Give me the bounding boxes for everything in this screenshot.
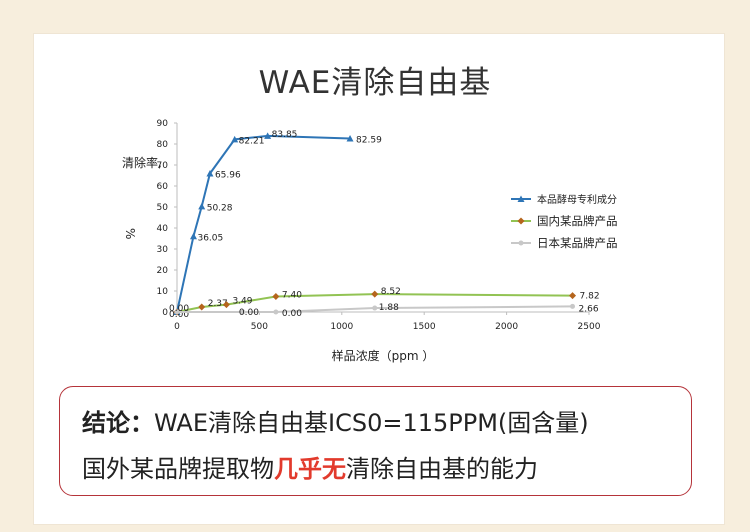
data-point <box>222 301 230 309</box>
data-point <box>198 202 206 210</box>
data-label: 0.00 <box>239 308 259 318</box>
legend-marker <box>518 240 524 246</box>
series-line <box>176 293 573 313</box>
x-tick-label: 2000 <box>495 322 518 332</box>
data-point <box>570 303 576 309</box>
conclusion-line-1: 结论：WAE清除自由基ICS0=115PPM(固含量) <box>82 403 589 438</box>
conclusion-line2-end: 清除自由基的能力 <box>346 455 538 483</box>
data-point <box>189 232 197 240</box>
legend-label: 国内某品牌产品 <box>537 214 618 228</box>
legend-marker <box>517 217 525 225</box>
data-point <box>206 169 214 177</box>
y-tick-label: 0 <box>162 308 168 318</box>
series-line <box>176 134 351 313</box>
data-label: 7.82 <box>580 292 600 302</box>
x-tick-label: 0 <box>174 322 180 332</box>
data-label: 50.28 <box>207 203 233 213</box>
data-point <box>569 292 577 300</box>
conclusion-line2-start: 国外某品牌提取物 <box>82 455 274 483</box>
x-tick-label: 1500 <box>413 322 436 332</box>
data-label: 65.96 <box>215 170 241 180</box>
legend-marker <box>517 195 525 202</box>
y-axis-unit: % <box>123 228 137 239</box>
data-label: 82.59 <box>356 136 382 146</box>
y-tick-label: 90 <box>157 119 169 129</box>
y-tick-label: 40 <box>157 224 169 234</box>
x-tick-label: 2500 <box>578 322 601 332</box>
data-label: 2.66 <box>579 304 599 314</box>
conclusion-box: 结论：WAE清除自由基ICS0=115PPM(固含量) 国外某品牌提取物几乎无清… <box>59 386 692 496</box>
data-label: 3.49 <box>232 297 252 307</box>
data-label: 36.05 <box>197 233 223 243</box>
y-tick-label: 10 <box>157 287 169 297</box>
y-axis-label: 清除率, <box>122 155 162 170</box>
legend-label: 本品酵母专利成分 <box>537 193 617 206</box>
data-label: 0.00 <box>169 304 189 314</box>
x-tick-label: 500 <box>251 322 268 332</box>
data-point <box>198 303 206 311</box>
y-tick-label: 20 <box>157 266 169 276</box>
conclusion-prefix: 结论： <box>82 409 154 437</box>
y-tick-label: 60 <box>157 182 169 192</box>
data-label: 2.37 <box>208 299 228 309</box>
chart-title: WAE清除自由基 <box>258 65 492 101</box>
x-tick-label: 1000 <box>330 322 353 332</box>
conclusion-line-2: 国外某品牌提取物几乎无清除自由基的能力 <box>82 449 538 484</box>
y-tick-label: 50 <box>157 203 169 213</box>
chart-area: 0 10 20 30 40 50 60 70 80 90 0 500 1000 1500 2000 2500 清… <box>122 119 618 363</box>
data-label: 8.52 <box>381 287 401 297</box>
data-label: 1.88 <box>379 303 399 313</box>
y-tick-label: 30 <box>157 245 169 255</box>
data-point <box>231 135 239 143</box>
data-point <box>346 135 354 142</box>
data-point <box>264 132 272 139</box>
data-label: 0.00 <box>169 310 189 320</box>
data-point <box>372 305 378 311</box>
y-tick-label: 80 <box>157 140 169 150</box>
data-label: 82.21 <box>239 136 265 146</box>
data-label: 83.85 <box>272 130 298 140</box>
conclusion-highlight: 几乎无 <box>274 455 346 483</box>
conclusion-ic50: WAE清除自由基ICS0=115PPM(固含量) <box>154 409 589 437</box>
data-point <box>272 292 280 300</box>
legend-label: 日本某品牌产品 <box>537 236 618 250</box>
data-label: 0.00 <box>282 309 302 319</box>
data-label: 7.40 <box>282 290 302 300</box>
data-point <box>371 290 379 298</box>
data-point <box>273 309 279 315</box>
data-point <box>174 309 180 315</box>
x-axis-label: 样品浓度（ppm ） <box>332 348 435 363</box>
data-point <box>240 309 246 315</box>
y-tick-label: 70 <box>157 161 169 171</box>
